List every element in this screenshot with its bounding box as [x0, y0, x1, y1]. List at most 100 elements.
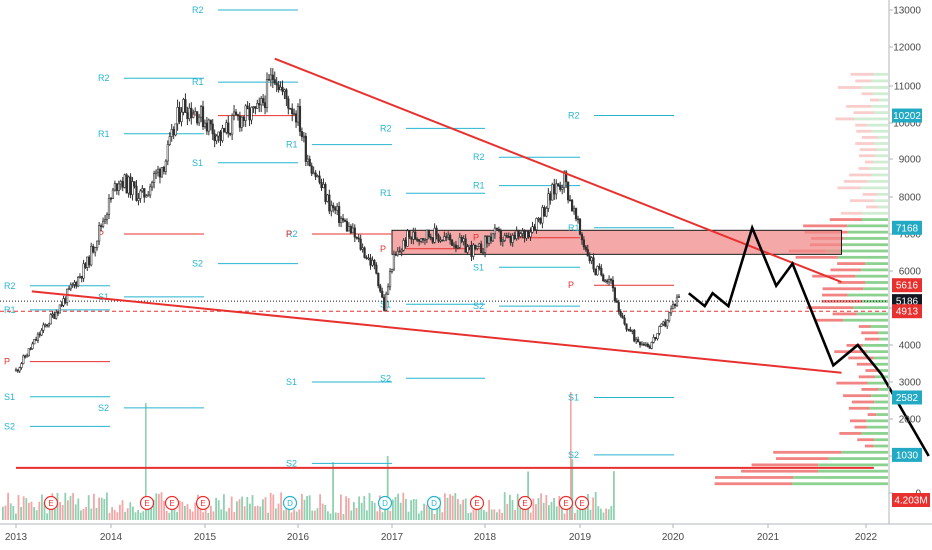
candle-body	[304, 135, 307, 162]
candle-body	[660, 323, 663, 327]
volume-bar	[332, 462, 334, 520]
earnings-marker: E	[558, 495, 574, 511]
candle-body	[640, 343, 644, 346]
profile-bar-down	[846, 104, 872, 108]
volume-bar	[293, 509, 295, 520]
profile-bar-up	[853, 306, 888, 310]
volume-bar	[384, 507, 386, 520]
candle-body	[523, 230, 526, 239]
reference-lines	[0, 300, 888, 312]
volume-bar	[459, 504, 462, 520]
candle-body	[588, 255, 591, 262]
event-circle	[43, 495, 59, 511]
candle-body	[29, 348, 32, 350]
volume-bar	[306, 496, 308, 520]
candle-body	[51, 313, 54, 316]
candle-body	[519, 233, 522, 237]
candle-body	[433, 227, 436, 243]
candle-body	[386, 286, 390, 295]
volume-bar	[311, 510, 314, 520]
price-badge: 2582	[892, 390, 922, 405]
candle-body	[452, 244, 456, 247]
candle-body	[414, 231, 417, 240]
profile-bar-down	[864, 337, 880, 341]
volume-bar	[269, 492, 272, 520]
volume-bar	[189, 509, 191, 520]
profile-bar-up	[869, 167, 888, 170]
candle-body	[117, 183, 120, 191]
volume-bar	[259, 506, 262, 520]
volume-bar	[425, 505, 428, 520]
profile-bar-up	[874, 400, 888, 404]
candle-body	[258, 103, 261, 106]
event-label: D	[287, 499, 293, 508]
profile-bar-up	[828, 457, 888, 460]
candle-body	[668, 312, 671, 321]
volume-bar	[316, 508, 319, 520]
candle-body	[332, 205, 335, 208]
y-tick-label: 12000	[893, 43, 921, 54]
profile-bar-down	[849, 173, 872, 177]
profile-bar-down	[773, 450, 842, 454]
candle-body	[129, 176, 132, 195]
earnings-marker: E	[574, 495, 590, 511]
candle-body	[637, 339, 640, 343]
volume-bar	[267, 512, 269, 520]
candle-body	[75, 282, 78, 287]
volume-bar	[418, 513, 420, 520]
earnings-marker: E	[139, 495, 155, 511]
candle-body	[559, 185, 562, 190]
candle-body	[227, 122, 230, 134]
candle-body	[330, 205, 333, 212]
volume-bar	[82, 508, 85, 520]
candle-body	[541, 207, 544, 224]
profile-bar-down	[836, 381, 868, 385]
candle-body	[555, 183, 558, 195]
volume-bar	[163, 500, 165, 520]
candle-body	[294, 113, 298, 123]
profile-bar-up	[877, 205, 888, 209]
profile-bar-up	[877, 136, 888, 139]
candle-body	[408, 230, 411, 238]
price-badge: 4.203M	[892, 493, 930, 507]
candle-body	[62, 298, 65, 306]
pivot-label: S2	[98, 403, 109, 413]
candle-body	[369, 257, 372, 266]
candle-body	[483, 236, 487, 253]
candle-body	[450, 239, 454, 246]
candle-body	[410, 236, 413, 240]
volume-bar	[186, 504, 189, 520]
pivot-label: R2	[568, 111, 580, 121]
volume-bar	[116, 512, 119, 520]
candle-body	[320, 182, 323, 189]
event-label: E	[522, 499, 527, 508]
candle-body	[671, 303, 675, 310]
volume-bar	[337, 512, 340, 520]
candle-body	[221, 128, 224, 141]
volume-bar	[527, 471, 529, 520]
candle-body	[419, 238, 423, 242]
profile-bar-down	[832, 312, 857, 316]
profile-bar-up	[863, 343, 888, 347]
candle-body	[306, 158, 309, 162]
price-badge-label: 4.203M	[894, 496, 927, 507]
volume-bar	[41, 494, 43, 520]
candle-body	[312, 172, 315, 175]
volume-bar	[592, 497, 594, 520]
candle-body	[203, 122, 207, 127]
candle-body	[365, 257, 368, 259]
candle-body	[507, 236, 510, 238]
candle-body	[396, 250, 399, 256]
volume-bar	[33, 507, 35, 520]
candle-body	[170, 129, 173, 137]
profile-bar-down	[775, 457, 829, 460]
candle-body	[431, 237, 434, 243]
volume-bar	[509, 494, 511, 520]
profile-bar-up	[871, 129, 888, 133]
candle-body	[491, 233, 495, 242]
volume-bar	[433, 513, 436, 520]
volume-bar	[22, 496, 25, 520]
volume-bar	[555, 506, 558, 520]
candle-body	[205, 122, 208, 132]
